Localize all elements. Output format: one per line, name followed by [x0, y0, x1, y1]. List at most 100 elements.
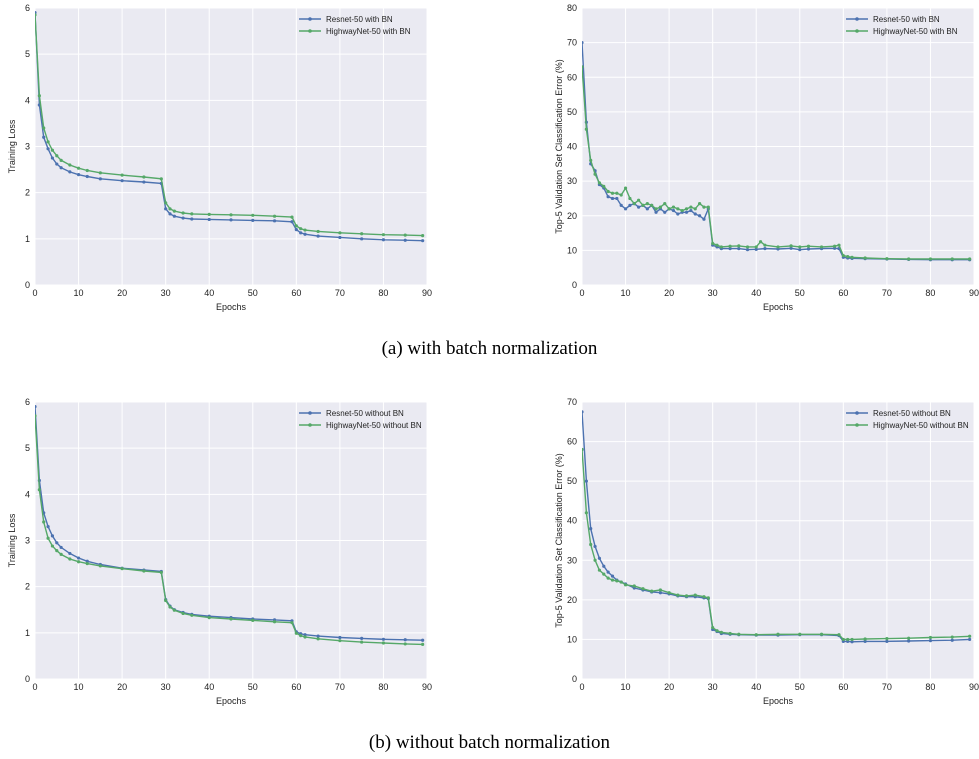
data-point [885, 257, 889, 261]
data-point [819, 632, 824, 636]
data-point [46, 147, 50, 151]
data-point [168, 212, 172, 216]
data-point [164, 207, 168, 211]
data-point [702, 595, 706, 599]
series-2 [35, 13, 425, 238]
x-tick-label: 80 [378, 288, 388, 298]
data-point [593, 544, 597, 549]
data-point [602, 184, 606, 188]
legend-label: HighwayNet-50 with BN [873, 27, 958, 36]
data-point [55, 154, 59, 158]
data-point [632, 202, 636, 206]
data-point [35, 414, 37, 418]
y-tick-label: 4 [25, 95, 30, 105]
data-point [290, 621, 294, 625]
data-point [676, 207, 680, 211]
data-point [303, 228, 307, 232]
data-point [719, 630, 723, 634]
data-point [950, 635, 954, 639]
data-point [68, 170, 72, 174]
y-tick-label: 3 [25, 142, 30, 152]
data-point [37, 94, 41, 98]
data-point [98, 564, 102, 568]
data-point [164, 598, 168, 603]
data-point [42, 520, 46, 524]
data-point [50, 534, 55, 538]
y-tick-label: 6 [25, 397, 30, 407]
data-point [619, 203, 623, 207]
legend: Resnet-50 without BN HighwayNet-50 withou… [846, 409, 969, 430]
data-point [50, 148, 55, 152]
data-point [42, 135, 46, 139]
data-point [658, 588, 663, 592]
data-point [968, 637, 972, 642]
data-point [776, 632, 780, 636]
data-point [658, 205, 663, 209]
y-axis-label: Training Loss [7, 119, 17, 173]
data-point [190, 613, 194, 617]
data-point [85, 174, 89, 179]
y-tick-label: 80 [567, 3, 577, 13]
data-point [950, 638, 954, 642]
data-point [885, 639, 889, 644]
y-tick-label: 5 [25, 443, 30, 453]
data-point [667, 591, 671, 595]
data-point [76, 166, 81, 170]
y-tick-label: 4 [25, 489, 30, 499]
x-tick-label: 60 [838, 682, 848, 692]
data-point [190, 212, 194, 216]
x-tick-label: 10 [621, 682, 631, 692]
x-tick-label: 50 [795, 288, 805, 298]
data-point [789, 246, 793, 250]
data-point [671, 205, 676, 209]
data-point [754, 245, 758, 249]
x-tick-label: 40 [204, 682, 214, 692]
data-point [706, 596, 710, 600]
x-tick-label: 90 [422, 682, 432, 692]
y-tick-label: 40 [567, 516, 577, 526]
data-point [229, 213, 233, 217]
data-point [46, 140, 50, 144]
data-point [159, 177, 163, 181]
y-tick-label: 30 [567, 555, 577, 565]
data-point [602, 564, 606, 568]
y-tick-label: 60 [567, 437, 577, 447]
data-point [294, 631, 298, 635]
data-point [885, 637, 889, 641]
data-point [928, 639, 933, 643]
chart-1: 0 10 20 30 40 50 60 70 80 90 0 1 2 3 4 5 6 Epochs Training… [7, 3, 432, 312]
data-point [663, 210, 667, 214]
x-tick-label: 50 [248, 682, 258, 692]
data-point [763, 243, 767, 247]
legend-label: HighwayNet-50 without BN [873, 421, 969, 430]
data-point [702, 205, 706, 209]
data-point [754, 633, 758, 637]
y-tick-label: 1 [25, 234, 30, 244]
data-point [181, 216, 185, 220]
chart-3: 0 10 20 30 40 50 60 70 80 90 0 1 2 3 4 5 6 Epochs Training… [7, 397, 432, 706]
data-point [693, 212, 697, 216]
data-point [338, 235, 342, 240]
legend-label: HighwayNet-50 without BN [326, 421, 422, 430]
caption-a: (a) with batch normalization [381, 338, 598, 359]
data-point [50, 156, 55, 160]
data-point [684, 594, 689, 598]
data-point [606, 189, 610, 194]
legend-label: Resnet-50 without BN [873, 409, 951, 418]
data-point [711, 241, 715, 246]
data-point [737, 247, 741, 251]
data-point [272, 219, 277, 223]
data-point [172, 608, 176, 612]
data-point [251, 618, 255, 622]
legend-marker [855, 423, 859, 427]
x-tick-label: 90 [969, 682, 979, 692]
data-point [689, 205, 693, 209]
chart-4: 0 10 20 30 40 50 60 70 80 90 0 10 20 30 40 50 60 70 Epochs… [554, 397, 979, 706]
data-point [693, 207, 697, 211]
data-point [698, 202, 702, 206]
x-tick-label: 30 [161, 682, 171, 692]
data-point [789, 244, 793, 248]
data-point [663, 202, 667, 206]
data-point [98, 171, 102, 175]
data-point [833, 244, 837, 248]
